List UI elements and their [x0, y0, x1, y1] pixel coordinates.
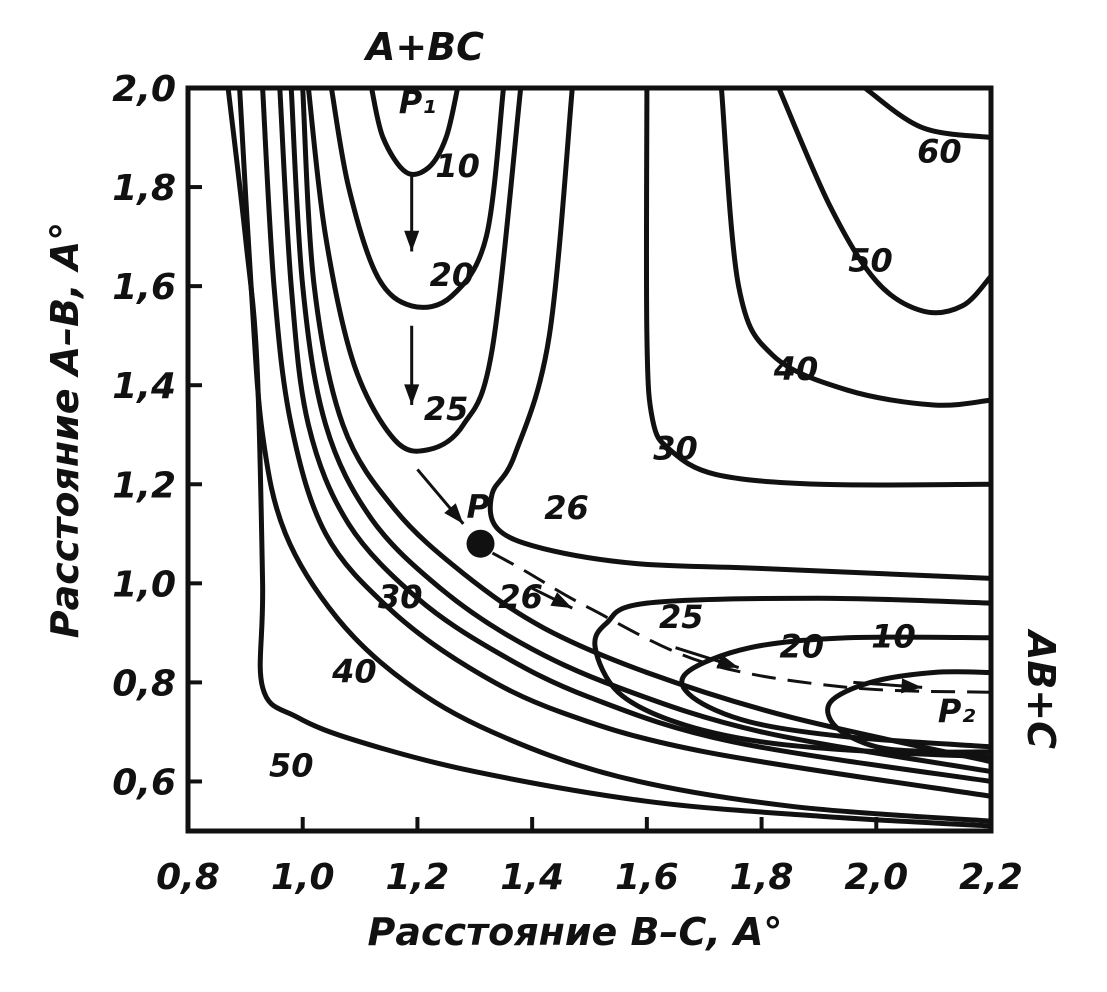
y-tick-label: 1,0: [112, 564, 176, 605]
x-tick-label: 2,2: [959, 857, 1023, 898]
y-tick-label: 2,0: [112, 69, 176, 110]
contour-line: [369, 85, 461, 177]
contour-line: [305, 85, 524, 454]
arrow-head: [550, 592, 573, 609]
contour-level-label: 30: [378, 578, 423, 616]
y-axis-label: Расстояние A–B, A°: [43, 222, 87, 638]
contour-line: [643, 85, 994, 488]
contour-line: [718, 85, 994, 408]
contour-line: [862, 85, 994, 140]
contour-line: [487, 85, 994, 581]
x-axis-ticks: 0,8 1,0 1,2 1,4 1,6 1,8 2,0 2,2: [156, 817, 1023, 898]
contour-level-label: 25: [659, 598, 704, 636]
x-tick-label: 1,2: [386, 857, 450, 898]
contour-line: [277, 85, 994, 784]
arrow-head: [716, 654, 739, 669]
contour-level-label: 10: [435, 147, 480, 185]
contour-level-label: 40: [331, 652, 377, 690]
products-label: AB+C: [1019, 628, 1063, 749]
contour-level-label: 60: [917, 132, 962, 170]
contour-line: [260, 85, 994, 799]
reaction-path-line: [474, 542, 992, 694]
reaction-arrows: [404, 172, 923, 694]
y-tick-label: 1,8: [112, 168, 176, 209]
x-tick-label: 1,4: [500, 857, 564, 898]
contour-lines: [225, 85, 994, 829]
y-tick-label: 0,8: [112, 663, 176, 704]
contour-line: [592, 595, 994, 760]
contour-line: [776, 85, 994, 316]
y-tick-label: 1,2: [112, 465, 176, 506]
contour-level-label: 20: [779, 628, 824, 666]
contour-level-label: 10: [871, 618, 916, 656]
y-axis-ticks: 0,6 0,8 1,0 1,2 1,4 1,6 1,8 2,0: [112, 69, 202, 803]
contour-level-label: 50: [848, 241, 893, 279]
y-tick-label: 0,6: [112, 762, 176, 803]
point-label: P₂: [938, 692, 975, 730]
saddle-point-dot: [466, 529, 495, 558]
contour-level-label: 20: [430, 256, 475, 294]
x-tick-label: 0,8: [156, 857, 220, 898]
contour-level-label: 25: [424, 390, 469, 428]
x-tick-label: 1,0: [271, 857, 335, 898]
x-axis-label: Расстояние B–C, A°: [368, 910, 783, 954]
contour-line: [300, 85, 994, 765]
x-tick-label: 1,6: [615, 857, 679, 898]
contour-line: [288, 85, 994, 775]
contour-level-label: 26: [544, 489, 589, 527]
contour-line: [225, 85, 994, 829]
contour-line: [825, 669, 994, 755]
contour-level-label: 40: [773, 350, 819, 388]
contour-line: [328, 85, 506, 310]
reactants-label: A+BC: [363, 25, 484, 69]
x-tick-label: 1,8: [730, 857, 794, 898]
arrow-head: [404, 384, 420, 406]
y-tick-label: 1,4: [112, 366, 176, 407]
saddle-point-label: P: [467, 488, 491, 526]
x-tick-label: 2,0: [844, 857, 908, 898]
contour-level-label: 50: [269, 747, 314, 785]
arrow-head: [404, 230, 420, 252]
y-tick-label: 1,6: [112, 267, 176, 308]
plot-frame: [185, 85, 994, 834]
arrow-head: [444, 503, 464, 524]
contour-level-label: 30: [653, 430, 698, 468]
contour-level-label: 26: [498, 578, 543, 616]
arrow-head: [901, 678, 923, 694]
